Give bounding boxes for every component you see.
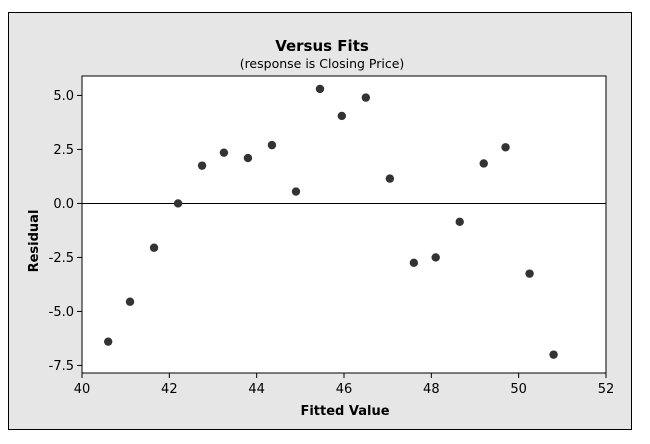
chart-frame: Versus Fits (response is Closing Price) … [8, 12, 632, 430]
y-axis-label: Residual [27, 210, 42, 273]
data-point [409, 258, 419, 268]
x-tick-label: 42 [161, 382, 178, 397]
data-point [173, 199, 183, 208]
data-point [315, 84, 325, 94]
data-point [291, 187, 301, 196]
x-tick-label: 48 [423, 382, 440, 397]
plot-area [81, 75, 607, 374]
y-tick-label: -5.0 [49, 305, 74, 320]
data-point [219, 148, 229, 157]
y-tick-label: -7.5 [49, 359, 74, 374]
data-point [385, 174, 395, 183]
x-axis-ticks: 40 42 44 46 48 50 52 [74, 373, 615, 397]
y-tick-label: 5.0 [53, 89, 74, 104]
x-axis-label: Fitted Value [300, 404, 389, 419]
data-point [267, 140, 277, 150]
data-point [479, 159, 488, 168]
x-tick-label: 44 [248, 382, 265, 397]
data-point [549, 350, 558, 359]
data-point [197, 161, 207, 170]
y-tick-label: 0.0 [53, 197, 74, 212]
data-points [104, 84, 558, 359]
data-point [361, 93, 371, 102]
data-point [125, 297, 135, 306]
y-axis-ticks: 5.0 2.5 0.0 -2.5 -5.0 -7.5 [49, 89, 82, 374]
x-tick-label: 40 [74, 382, 91, 397]
data-point [149, 243, 159, 252]
y-tick-label: -2.5 [49, 251, 74, 266]
chart-title: Versus Fits [275, 37, 369, 55]
data-point [431, 253, 440, 262]
data-point [525, 269, 534, 278]
data-point [501, 143, 510, 152]
x-tick-label: 50 [510, 382, 527, 397]
x-tick-label: 46 [336, 382, 353, 397]
chart-subtitle: (response is Closing Price) [240, 56, 405, 71]
data-point [455, 217, 464, 226]
scatter-chart: Versus Fits (response is Closing Price) … [8, 12, 632, 430]
data-point [104, 337, 113, 346]
y-tick-label: 2.5 [53, 143, 74, 158]
data-point [243, 153, 253, 163]
data-point [337, 111, 347, 121]
x-tick-label: 52 [598, 382, 615, 397]
